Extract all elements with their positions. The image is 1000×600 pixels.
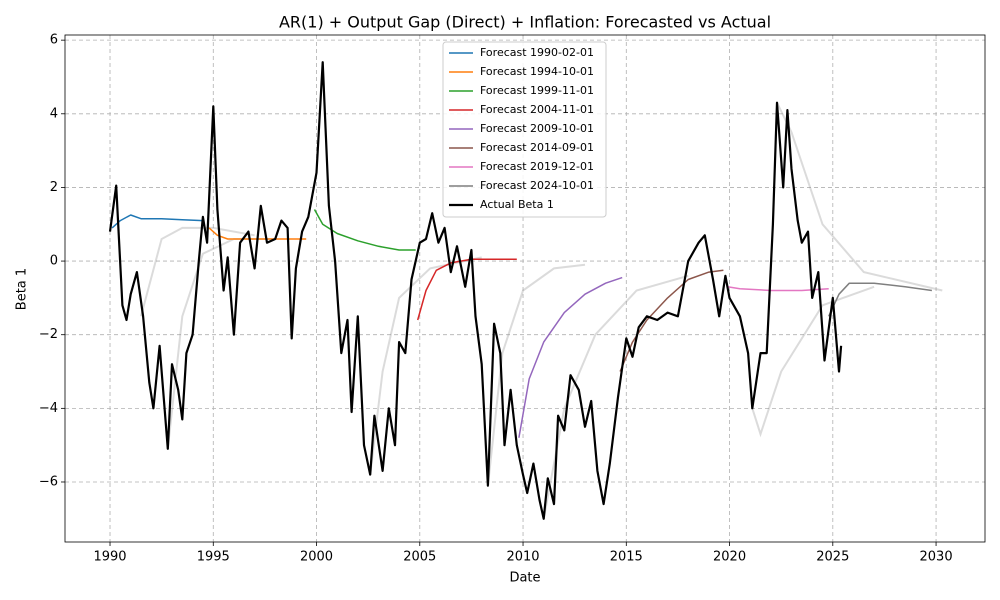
legend-label: Forecast 2004-11-01 xyxy=(480,103,594,116)
legend-label: Actual Beta 1 xyxy=(480,198,554,211)
background-forecast-line xyxy=(751,285,875,438)
axes-frame xyxy=(64,34,986,543)
x-tick-label: 2030 xyxy=(920,550,953,565)
background-forecast-line xyxy=(776,102,943,292)
x-tick-label: 1990 xyxy=(93,550,126,565)
grid xyxy=(65,35,985,542)
chart-title: AR(1) + Output Gap (Direct) + Inflation:… xyxy=(279,13,771,32)
series-line xyxy=(416,258,517,321)
background-forecast-line xyxy=(486,263,586,486)
y-tick-label: −6 xyxy=(39,474,58,489)
y-tick-label: −4 xyxy=(39,401,58,416)
x-tick-label: 2015 xyxy=(610,550,643,565)
y-tick-label: 0 xyxy=(50,254,58,269)
legend-label: Forecast 2019-12-01 xyxy=(480,160,594,173)
axes: 1990 1995 2000 2005 2010 2015 2020 2025 2030 −6 −4… xyxy=(39,33,953,565)
legend-label: Forecast 1999-11-01 xyxy=(480,84,594,97)
background-forecast-line xyxy=(140,226,255,317)
y-axis-label: Beta 1 xyxy=(15,268,30,310)
legend: Forecast 1990-02-01 Forecast 1994-10-01 Fo… xyxy=(442,41,607,218)
y-tick-label: 2 xyxy=(50,180,58,195)
legend-label: Forecast 2024-10-01 xyxy=(480,179,594,192)
legend-label: Forecast 1990-02-01 xyxy=(480,46,594,59)
x-tick-label: 2010 xyxy=(506,550,539,565)
x-tick-label: 2005 xyxy=(403,550,436,565)
legend-label: Forecast 2014-09-01 xyxy=(480,141,594,154)
x-tick-label: 2020 xyxy=(713,550,746,565)
series-line xyxy=(108,61,843,520)
series-line xyxy=(619,269,724,372)
series-line xyxy=(518,276,623,438)
series-line xyxy=(828,282,933,317)
x-axis-label: Date xyxy=(509,571,540,586)
legend-box xyxy=(442,41,607,218)
legend-label: Forecast 2009-10-01 xyxy=(480,122,594,135)
legend-label: Forecast 1994-10-01 xyxy=(480,65,594,78)
y-tick-label: 6 xyxy=(50,33,58,48)
x-tick-label: 2025 xyxy=(816,550,849,565)
plot-area xyxy=(108,61,943,520)
x-tick-label: 2000 xyxy=(300,550,333,565)
series-line xyxy=(111,214,203,229)
y-tick-label: 4 xyxy=(50,106,58,121)
series-line xyxy=(313,209,416,251)
y-tick-label: −2 xyxy=(39,327,58,342)
x-tick-label: 1995 xyxy=(197,550,230,565)
series-line xyxy=(208,227,307,240)
